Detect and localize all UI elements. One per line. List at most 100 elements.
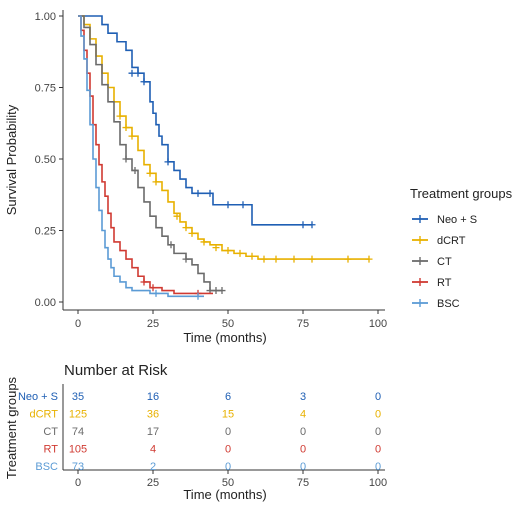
censor-mark-ct bbox=[212, 287, 220, 295]
x-tick-label: 100 bbox=[369, 318, 387, 330]
survival-curve-ct bbox=[78, 15, 222, 292]
risk-x-axis-ticks: 0 25 50 75 100 bbox=[75, 470, 387, 489]
risk-cell-dcrt: 0 bbox=[375, 409, 381, 421]
risk-cell-rt: 0 bbox=[225, 444, 231, 456]
risk-cell-ct: 0 bbox=[225, 426, 231, 438]
censor-mark-dcrt bbox=[308, 255, 316, 263]
censor-mark-bsc bbox=[152, 289, 160, 297]
risk-x-tick-label: 50 bbox=[222, 477, 234, 489]
censor-mark-bsc bbox=[194, 292, 202, 300]
censor-mark-dcrt bbox=[200, 238, 208, 246]
risk-cell-neo-s: 3 bbox=[300, 391, 306, 403]
risk-x-axis-title: Time (months) bbox=[183, 487, 266, 502]
risk-y-axis-title: Treatment groups bbox=[4, 376, 19, 479]
censor-mark-dcrt bbox=[365, 255, 373, 263]
censor-mark-dcrt bbox=[236, 249, 244, 257]
risk-cell-dcrt: 15 bbox=[222, 409, 234, 421]
x-axis-ticks: 0 25 50 75 100 bbox=[75, 310, 387, 330]
censor-mark-rt bbox=[140, 278, 148, 286]
censor-mark-neo-s bbox=[194, 189, 202, 197]
survival-curve-neo-s bbox=[78, 15, 312, 226]
censor-mark-dcrt bbox=[260, 255, 268, 263]
risk-cell-ct: 0 bbox=[300, 426, 306, 438]
risk-cell-neo-s: 16 bbox=[147, 391, 159, 403]
legend-label-rt: RT bbox=[437, 277, 452, 289]
legend-title: Treatment groups bbox=[410, 186, 513, 201]
risk-cell-rt: 105 bbox=[69, 444, 87, 456]
survival-curve-rt bbox=[78, 15, 213, 295]
censor-mark-ct bbox=[218, 287, 226, 295]
censor-mark-dcrt bbox=[146, 169, 154, 177]
risk-group-label-ct: CT bbox=[43, 426, 58, 438]
risk-cell-ct: 0 bbox=[375, 426, 381, 438]
risk-cell-ct: 17 bbox=[147, 426, 159, 438]
censor-mark-dcrt bbox=[248, 252, 256, 260]
x-tick-label: 75 bbox=[297, 318, 309, 330]
y-tick-label: 0.50 bbox=[35, 154, 56, 166]
risk-group-label-dcrt: dCRT bbox=[29, 409, 58, 421]
censor-mark-neo-s bbox=[164, 158, 172, 166]
legend-label-dcrt: dCRT bbox=[437, 235, 466, 247]
risk-cell-rt: 0 bbox=[375, 444, 381, 456]
censor-mark-ct bbox=[167, 241, 175, 249]
censor-mark-dcrt bbox=[152, 178, 160, 186]
survival-curves bbox=[78, 15, 373, 300]
censor-mark-dcrt bbox=[272, 255, 280, 263]
censor-mark-dcrt bbox=[116, 112, 124, 120]
censor-mark-ct bbox=[122, 155, 130, 163]
risk-x-tick-label: 0 bbox=[75, 477, 81, 489]
censor-mark-dcrt bbox=[128, 132, 136, 140]
y-axis-title: Survival Probability bbox=[4, 104, 19, 215]
censor-mark-ct bbox=[182, 255, 190, 263]
y-tick-label: 0.25 bbox=[35, 226, 56, 238]
censor-mark-dcrt bbox=[212, 244, 220, 252]
x-axis-title: Time (months) bbox=[183, 330, 266, 345]
risk-cell-bsc: 73 bbox=[72, 461, 84, 473]
risk-x-tick-label: 75 bbox=[297, 477, 309, 489]
risk-cell-bsc: 0 bbox=[375, 461, 381, 473]
risk-cell-bsc: 2 bbox=[150, 461, 156, 473]
legend-label-neo-s: Neo + S bbox=[437, 214, 477, 226]
risk-group-label-neo-s: Neo + S bbox=[18, 391, 58, 403]
x-tick-label: 0 bbox=[75, 318, 81, 330]
risk-group-label-rt: RT bbox=[44, 444, 59, 456]
risk-cell-bsc: 0 bbox=[225, 461, 231, 473]
survival-curve-bsc bbox=[78, 15, 204, 298]
risk-cell-dcrt: 125 bbox=[69, 409, 87, 421]
risk-x-tick-label: 25 bbox=[147, 477, 159, 489]
censor-mark-neo-s bbox=[134, 69, 142, 77]
risk-table-cells: Neo + S 35 16 6 3 0 dCRT 125 36 15 4 0 CT 74 17 0 0 0 RT 10… bbox=[18, 391, 381, 473]
censor-mark-dcrt bbox=[224, 247, 232, 255]
legend: Treatment groups Neo + S dCRT CT RT BSC bbox=[410, 186, 513, 310]
survival-plot: 0.00 0.25 0.50 0.75 1.00 0 25 50 75 100 Time (mo… bbox=[4, 10, 387, 345]
risk-cell-dcrt: 36 bbox=[147, 409, 159, 421]
y-tick-label: 0.00 bbox=[35, 297, 56, 309]
censor-mark-neo-s bbox=[206, 189, 214, 197]
legend-label-ct: CT bbox=[437, 256, 452, 268]
censor-mark-dcrt bbox=[344, 255, 352, 263]
risk-cell-ct: 74 bbox=[72, 426, 84, 438]
censor-mark-neo-s bbox=[140, 78, 148, 86]
risk-cell-neo-s: 6 bbox=[225, 391, 231, 403]
censor-mark-neo-s bbox=[308, 221, 316, 229]
risk-cell-bsc: 0 bbox=[300, 461, 306, 473]
censor-mark-dcrt bbox=[173, 212, 181, 220]
risk-x-tick-label: 100 bbox=[369, 477, 387, 489]
risk-cell-dcrt: 4 bbox=[300, 409, 306, 421]
censor-mark-neo-s bbox=[299, 221, 307, 229]
y-tick-label: 1.00 bbox=[35, 11, 56, 23]
censor-mark-rt bbox=[149, 284, 157, 292]
risk-table: Number at Risk Neo + S 35 16 6 3 0 dCRT 125 36 15… bbox=[4, 362, 387, 502]
y-axis-ticks: 0.00 0.25 0.50 0.75 1.00 bbox=[35, 11, 63, 309]
legend-label-bsc: BSC bbox=[437, 298, 460, 310]
x-tick-label: 50 bbox=[222, 318, 234, 330]
censor-mark-dcrt bbox=[182, 224, 190, 232]
risk-cell-neo-s: 35 bbox=[72, 391, 84, 403]
x-tick-label: 25 bbox=[147, 318, 159, 330]
censor-mark-neo-s bbox=[128, 69, 136, 77]
risk-cell-neo-s: 0 bbox=[375, 391, 381, 403]
censor-mark-dcrt bbox=[290, 255, 298, 263]
censor-mark-dcrt bbox=[122, 124, 130, 132]
survival-curve-dcrt bbox=[78, 15, 369, 260]
